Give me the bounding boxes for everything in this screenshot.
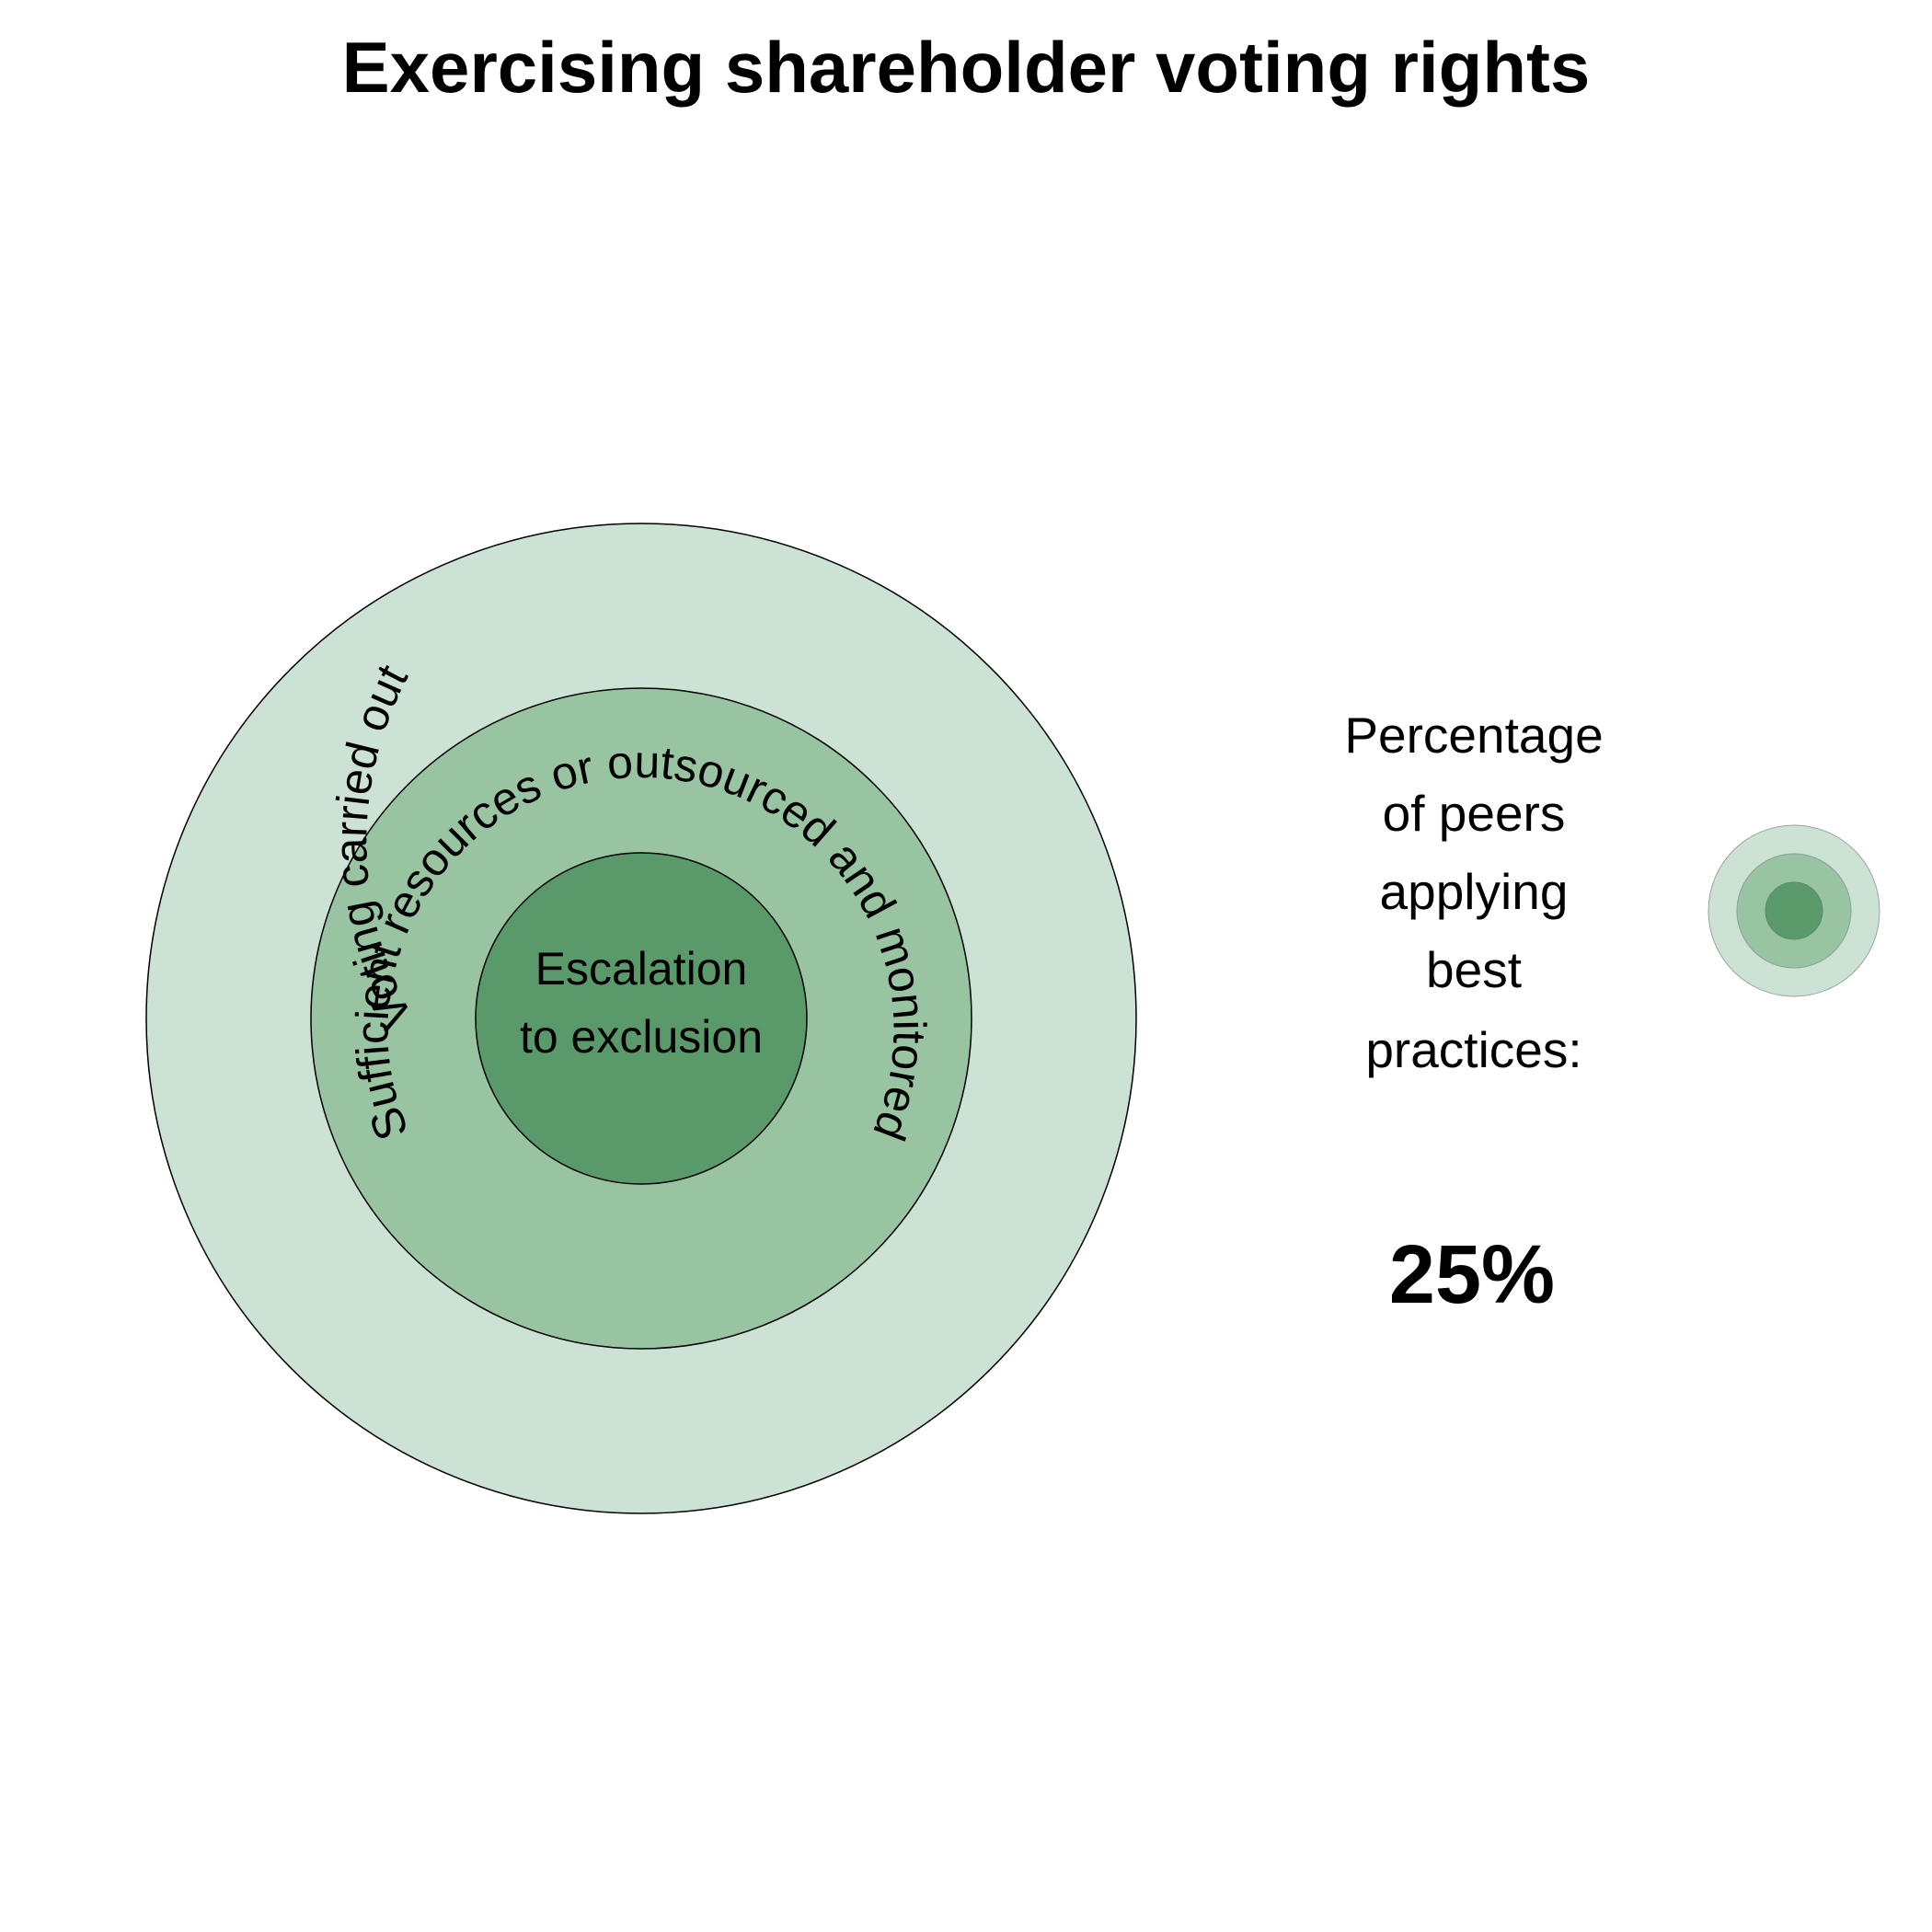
- side-line-2: of peers: [1383, 785, 1566, 842]
- side-line-5: practices:: [1365, 1021, 1581, 1078]
- inner-circle: [475, 852, 808, 1185]
- percentage-value: 25%: [1389, 1229, 1555, 1321]
- diagram-title: Exercising shareholder voting rights: [342, 27, 1591, 108]
- concentric-circles-icon: [1708, 824, 1880, 997]
- side-panel: Percentage of peers applying best practi…: [1344, 707, 1603, 1321]
- concentric-diagram: Voting carried out Sufficient resources …: [145, 523, 1137, 1514]
- side-line-4: best: [1426, 941, 1522, 998]
- inner-label-line1: Escalation: [535, 943, 748, 995]
- side-line-3: applying: [1380, 863, 1569, 920]
- inner-label-line2: to exclusion: [520, 1011, 763, 1063]
- side-line-1: Percentage: [1344, 707, 1603, 764]
- indicator-inner: [1765, 881, 1823, 940]
